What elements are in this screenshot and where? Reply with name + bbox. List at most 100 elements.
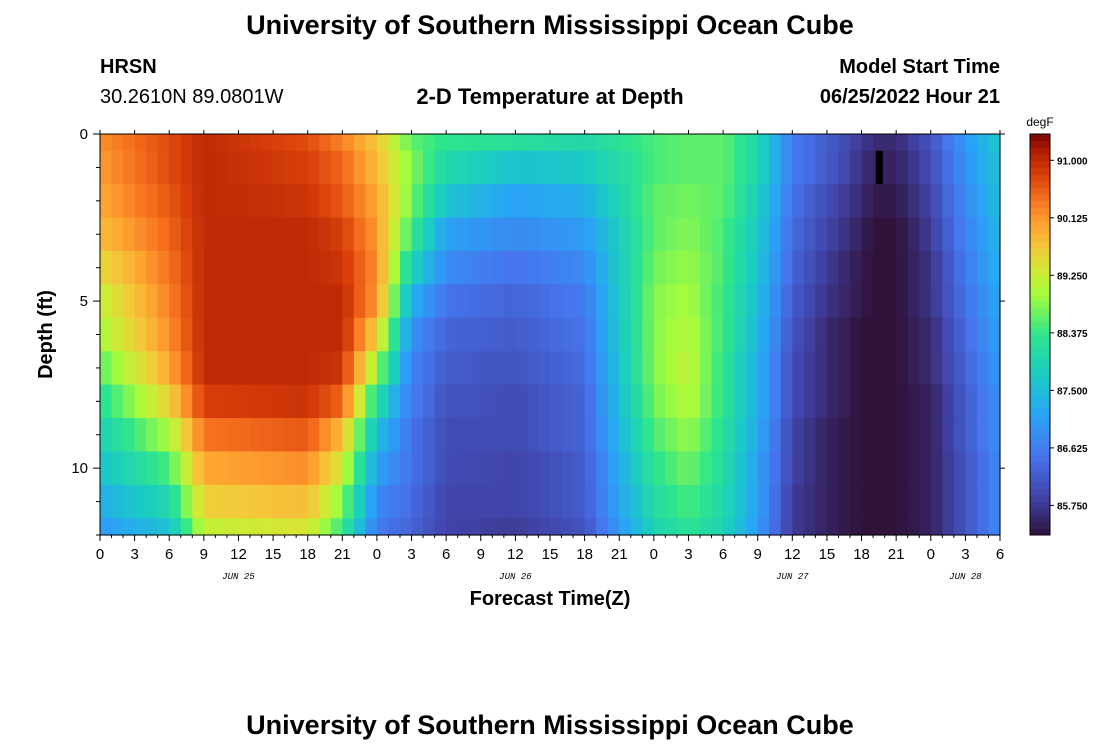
- heatmap-cell: [930, 384, 943, 419]
- heatmap-cell: [388, 134, 401, 152]
- heatmap-cell: [134, 150, 147, 185]
- heatmap-cell: [203, 150, 216, 185]
- heatmap-cell: [330, 184, 343, 219]
- colorbar-segment: [1030, 200, 1050, 209]
- heatmap-cell: [573, 217, 586, 252]
- heatmap-cell: [526, 317, 540, 352]
- heatmap-cell: [734, 518, 747, 536]
- heatmap-cell: [642, 217, 655, 252]
- heatmap-cell: [630, 284, 643, 319]
- heatmap-cell: [457, 317, 470, 352]
- heatmap-cell: [561, 184, 574, 219]
- heatmap-cell: [238, 317, 251, 352]
- heatmap-cell: [665, 250, 678, 285]
- heatmap-cell: [919, 134, 932, 152]
- heatmap-cell: [700, 518, 713, 536]
- colorbar-segment: [1030, 214, 1050, 222]
- heatmap-cell: [273, 351, 286, 386]
- heatmap-cell: [469, 484, 482, 519]
- heatmap-cell: [365, 518, 378, 536]
- heatmap-cell: [203, 184, 216, 219]
- date-label: JUN 27: [776, 572, 809, 582]
- heatmap-cell: [896, 150, 909, 185]
- heatmap-cell: [838, 184, 851, 219]
- heatmap-cell: [238, 518, 251, 536]
- heatmap-cell: [942, 384, 955, 419]
- heatmap-cell: [192, 418, 205, 453]
- heatmap-cell: [573, 184, 586, 219]
- heatmap-cell: [480, 184, 493, 219]
- heatmap-cell: [492, 351, 505, 386]
- heatmap-cell: [861, 184, 874, 219]
- colorbar-tick-label: 85.750: [1057, 501, 1088, 512]
- heatmap-cell: [815, 184, 828, 219]
- heatmap-cell: [111, 250, 124, 285]
- heatmap-cell: [815, 384, 828, 419]
- heatmap-cell: [376, 184, 390, 219]
- footer-title: University of Southern Mississippi Ocean…: [246, 710, 854, 740]
- heatmap-cell: [446, 451, 459, 486]
- heatmap-cell: [826, 418, 840, 453]
- heatmap-cell: [261, 134, 274, 152]
- heatmap-cell: [561, 317, 574, 352]
- heatmap-cell: [607, 250, 620, 285]
- heatmap-cell: [261, 184, 274, 219]
- heatmap-cell: [861, 384, 874, 419]
- y-tick-label: 10: [71, 460, 88, 477]
- heatmap-cell: [988, 250, 1001, 285]
- heatmap-cell: [284, 284, 297, 319]
- colorbar-frame: [1029, 133, 1051, 536]
- heatmap-cell: [988, 150, 1001, 185]
- heatmap-cell: [411, 384, 424, 419]
- heatmap-cell: [353, 217, 366, 252]
- heatmap-cell: [815, 134, 828, 152]
- heatmap-cell: [446, 418, 459, 453]
- heatmap-cell: [423, 150, 436, 185]
- heatmap-cell: [376, 351, 390, 386]
- heatmap-cell: [423, 317, 436, 352]
- heatmap-cell: [584, 351, 597, 386]
- heatmap-cell: [873, 284, 886, 319]
- colorbar-segment: [1030, 301, 1050, 309]
- heatmap-cell: [896, 484, 909, 519]
- heatmap-cell: [538, 351, 551, 386]
- heatmap-cell: [146, 134, 159, 152]
- heatmap-cell: [757, 284, 770, 319]
- heatmap-cell: [526, 484, 540, 519]
- heatmap-cell: [169, 134, 182, 152]
- heatmap-cell: [492, 518, 505, 536]
- heatmap-cell: [850, 518, 863, 536]
- heatmap-cell: [400, 384, 413, 419]
- y-axis-title: Depth (ft): [35, 290, 57, 379]
- heatmap-cell: [780, 484, 793, 519]
- colorbar-segment: [1030, 180, 1050, 188]
- heatmap-cell: [192, 284, 205, 319]
- heatmap-cell: [296, 284, 309, 319]
- colorbar-segment: [1030, 461, 1050, 469]
- heatmap-cell: [746, 317, 759, 352]
- heatmap-cell: [330, 484, 343, 519]
- heatmap-cell: [561, 384, 574, 419]
- colorbar-segment: [1030, 441, 1050, 449]
- heatmap-cell: [550, 418, 563, 453]
- heatmap-cell: [307, 317, 320, 352]
- heatmap-cell: [930, 451, 943, 486]
- heatmap-cell: [815, 150, 828, 185]
- heatmap-cell: [700, 284, 713, 319]
- heatmap-cell: [988, 418, 1001, 453]
- heatmap-cell: [757, 351, 770, 386]
- heatmap-cell: [573, 351, 586, 386]
- heatmap-cell: [746, 250, 759, 285]
- heatmap-cell: [976, 418, 990, 453]
- heatmap-cell: [826, 250, 840, 285]
- heatmap-cell: [584, 134, 597, 152]
- heatmap-cell: [653, 184, 666, 219]
- heatmap-cell: [423, 284, 436, 319]
- heatmap-cell: [134, 134, 147, 152]
- heatmap-cell: [976, 451, 990, 486]
- heatmap-cell: [342, 150, 355, 185]
- heatmap-cell: [792, 284, 805, 319]
- heatmap-cell: [930, 150, 943, 185]
- heatmap-cell: [307, 134, 320, 152]
- heatmap-cell: [607, 217, 620, 252]
